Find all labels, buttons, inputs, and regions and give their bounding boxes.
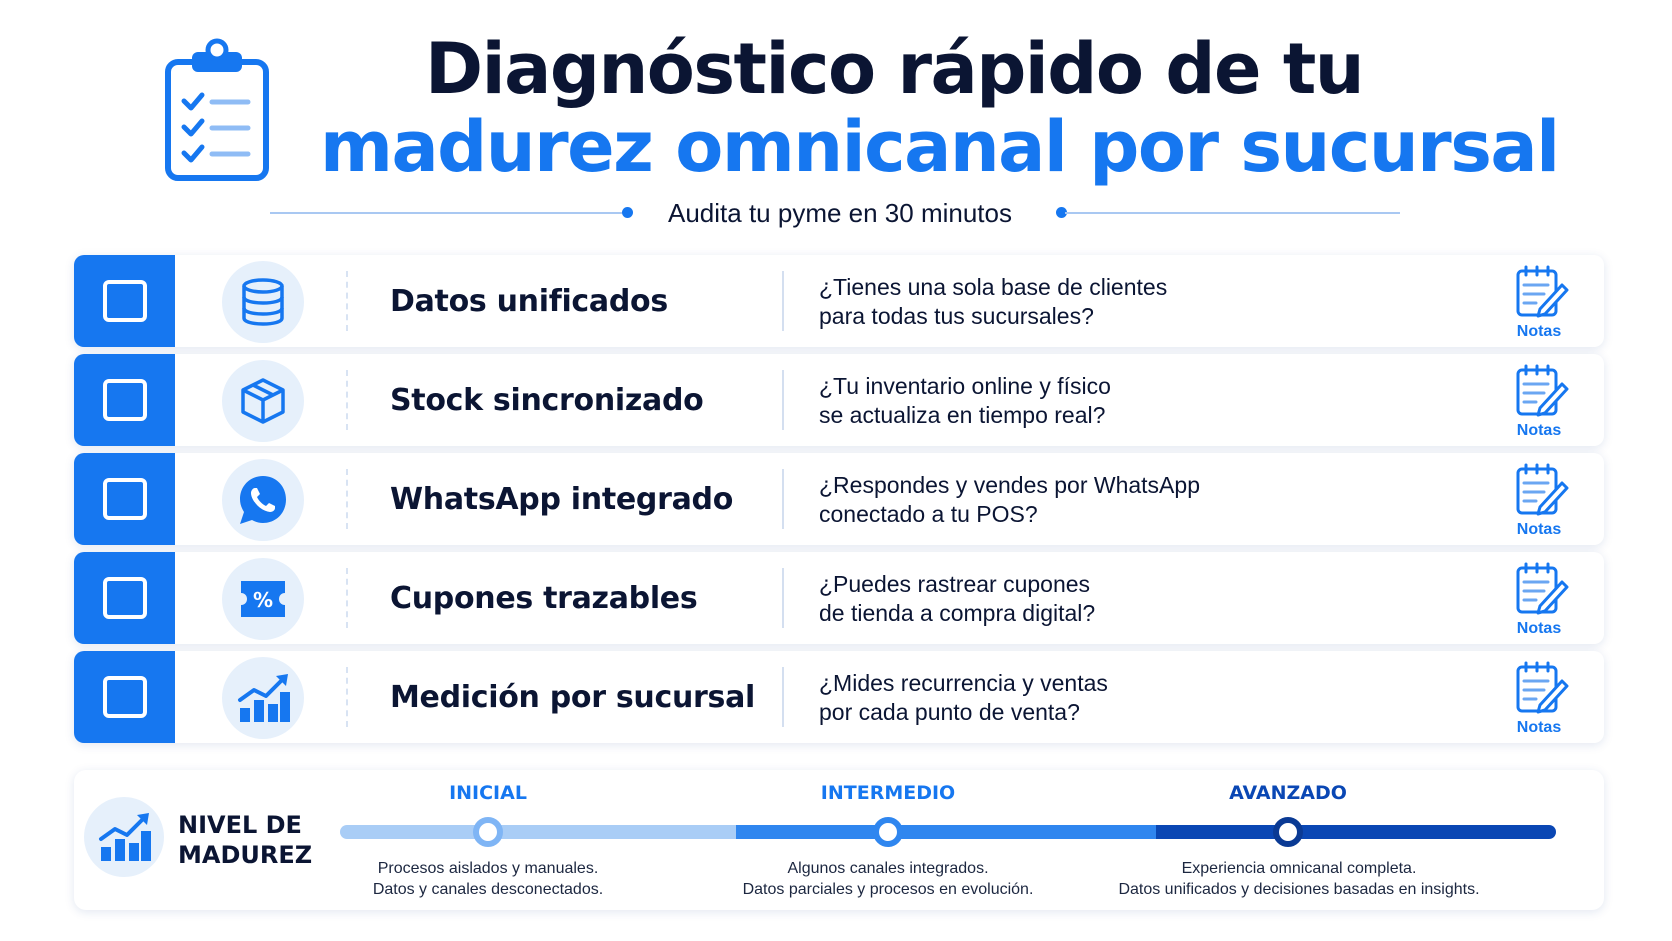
question-line-2: de tienda a compra digital?	[819, 600, 1096, 626]
database-icon	[222, 261, 304, 343]
question-line-1: ¿Tu inventario online y físico	[819, 373, 1111, 399]
stage-desc-line-2: Datos y canales desconectados.	[372, 881, 604, 898]
stage-desc-intermedio: Algunos canales integrados. Datos parcia…	[678, 858, 1098, 900]
item-label: WhatsApp integrado	[390, 481, 734, 517]
divider	[782, 469, 784, 529]
maturity-title-line-2: MADUREZ	[178, 841, 313, 869]
divider	[346, 568, 348, 628]
checklist-row-datos: Datos unificados ¿Tienes una sola base d…	[74, 255, 1604, 347]
checkbox[interactable]	[103, 478, 147, 520]
maturity-panel: NIVEL DE MADUREZ INICIAL Procesos aislad…	[74, 770, 1604, 910]
svg-text:%: %	[253, 588, 273, 612]
divider	[346, 469, 348, 529]
growth-chart-icon	[84, 797, 164, 877]
whatsapp-icon	[222, 459, 304, 541]
divider	[782, 667, 784, 727]
notes-label: Notas	[1516, 719, 1562, 736]
notes-icon	[1516, 265, 1569, 318]
notes-icon	[1516, 661, 1569, 714]
notes-label: Notas	[1516, 323, 1562, 340]
stage-desc-line-1: Algunos canales integrados.	[787, 860, 989, 877]
item-question: ¿Tu inventario online y físico se actual…	[819, 372, 1111, 430]
stage-desc-line-1: Experiencia omnicanal completa.	[1181, 860, 1417, 877]
divider	[346, 667, 348, 727]
stage-marker-avanzado[interactable]	[1273, 817, 1303, 847]
checklist-row-cupones: % Cupones trazables ¿Puedes rastrear cup…	[74, 552, 1604, 644]
question-line-1: ¿Puedes rastrear cupones	[819, 571, 1091, 597]
maturity-title: NIVEL DE MADUREZ	[178, 810, 312, 870]
question-line-2: por cada punto de venta?	[819, 699, 1080, 725]
checklist-row-stock: Stock sincronizado ¿Tu inventario online…	[74, 354, 1604, 446]
subtitle-dot-left	[622, 207, 633, 218]
checkbox[interactable]	[103, 577, 147, 619]
notes-label: Notas	[1516, 620, 1562, 637]
stage-marker-intermedio[interactable]	[873, 817, 903, 847]
notes-label: Notas	[1516, 521, 1562, 538]
divider	[782, 271, 784, 331]
question-line-2: se actualiza en tiempo real?	[819, 402, 1106, 428]
item-label: Stock sincronizado	[390, 382, 704, 418]
question-line-1: ¿Tienes una sola base de clientes	[819, 274, 1168, 300]
checkbox-bar	[74, 255, 175, 347]
notes-button[interactable]: Notas	[1504, 463, 1584, 539]
notes-icon	[1516, 562, 1569, 615]
checkbox[interactable]	[103, 676, 147, 718]
question-line-1: ¿Respondes y vendes por WhatsApp	[819, 472, 1200, 498]
checkbox[interactable]	[103, 280, 147, 322]
checkbox[interactable]	[103, 379, 147, 421]
subtitle-divider-right	[1065, 212, 1400, 214]
question-line-2: conectado a tu POS?	[819, 501, 1038, 527]
notes-icon	[1516, 364, 1569, 417]
notes-button[interactable]: Notas	[1504, 364, 1584, 440]
growth-chart-icon	[222, 657, 304, 739]
item-question: ¿Respondes y vendes por WhatsApp conecta…	[819, 471, 1200, 529]
item-question: ¿Tienes una sola base de clientes para t…	[819, 273, 1167, 331]
notes-label: Notas	[1516, 422, 1562, 439]
notes-button[interactable]: Notas	[1504, 661, 1584, 737]
stage-desc-line-2: Datos parciales y procesos en evolución.	[742, 881, 1034, 898]
maturity-title-line-1: NIVEL DE	[178, 811, 302, 839]
divider	[346, 271, 348, 331]
title-line-2: madurez omnicanal por sucursal	[320, 106, 1560, 188]
subtitle-text: Audita tu pyme en 30 minutos	[668, 198, 1012, 228]
item-label: Medición por sucursal	[390, 679, 755, 715]
box-icon	[222, 360, 304, 442]
item-label: Cupones trazables	[390, 580, 698, 616]
checkbox-bar	[74, 453, 175, 545]
item-label: Datos unificados	[390, 283, 668, 319]
checkbox-bar	[74, 552, 175, 644]
item-question: ¿Mides recurrencia y ventas por cada pun…	[819, 669, 1108, 727]
divider	[782, 370, 784, 430]
question-line-2: para todas tus sucursales?	[819, 303, 1094, 329]
checklist-row-whatsapp: WhatsApp integrado ¿Respondes y vendes p…	[74, 453, 1604, 545]
progress-track-inicial	[340, 825, 736, 839]
subtitle: Audita tu pyme en 30 minutos	[270, 198, 1400, 228]
notes-button[interactable]: Notas	[1504, 265, 1584, 341]
checkbox-bar	[74, 651, 175, 743]
stage-name-avanzado: AVANZADO	[1229, 782, 1347, 804]
checklist-row-medicion: Medición por sucursal ¿Mides recurrencia…	[74, 651, 1604, 743]
stage-marker-inicial[interactable]	[473, 817, 503, 847]
subtitle-dot-right	[1056, 207, 1067, 218]
coupon-percent-icon: %	[222, 558, 304, 640]
stage-desc-line-2: Datos unificados y decisiones basadas en…	[1118, 881, 1480, 898]
question-line-1: ¿Mides recurrencia y ventas	[819, 670, 1108, 696]
divider	[346, 370, 348, 430]
clipboard-checklist-icon	[162, 38, 274, 184]
checkbox-bar	[74, 354, 175, 446]
notes-button[interactable]: Notas	[1504, 562, 1584, 638]
stage-desc-avanzado: Experiencia omnicanal completa. Datos un…	[1074, 858, 1524, 900]
title-line-1: Diagnóstico rápido de tu	[425, 28, 1365, 110]
divider	[782, 568, 784, 628]
item-question: ¿Puedes rastrear cupones de tienda a com…	[819, 570, 1095, 628]
progress-track-intermedio	[736, 825, 1156, 839]
progress-track-avanzado	[1156, 825, 1556, 839]
notes-icon	[1516, 463, 1569, 516]
stage-name-inicial: INICIAL	[449, 782, 527, 804]
subtitle-divider-left	[270, 212, 622, 214]
stage-desc-inicial: Procesos aislados y manuales. Datos y ca…	[278, 858, 698, 900]
stage-name-intermedio: INTERMEDIO	[820, 782, 956, 804]
stage-desc-line-1: Procesos aislados y manuales.	[377, 860, 599, 877]
